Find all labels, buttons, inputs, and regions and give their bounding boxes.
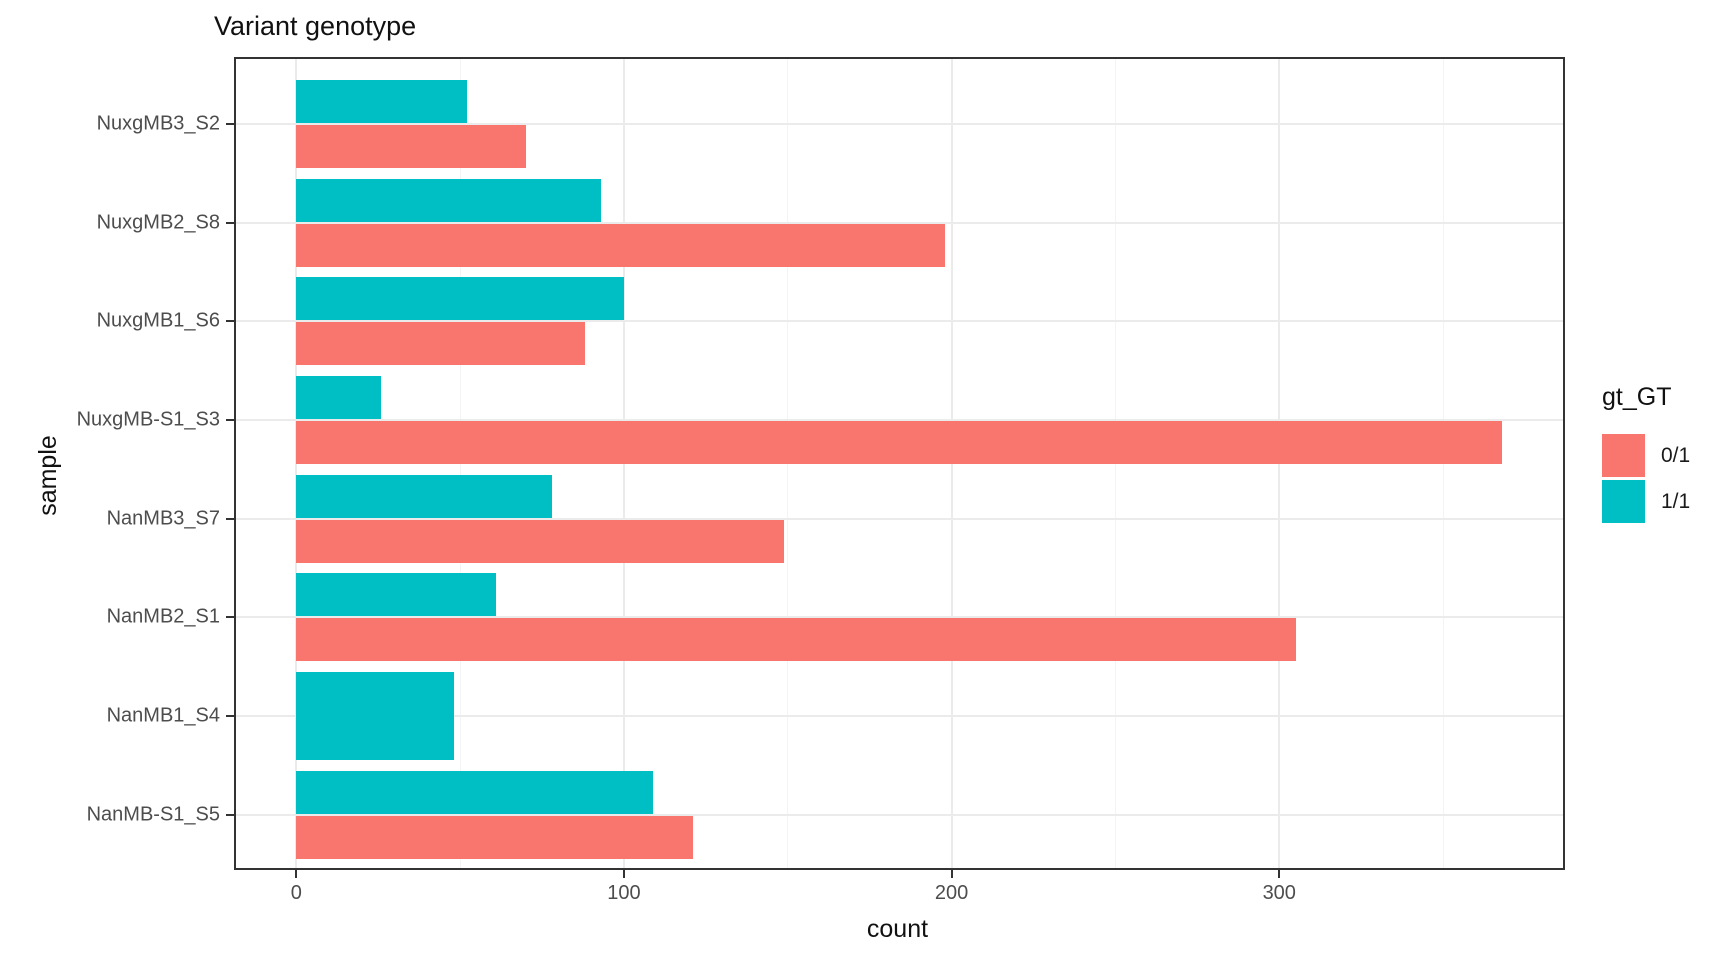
bar-1/1	[296, 376, 382, 419]
y-tick-label: NuxgMB1_S6	[96, 309, 220, 332]
bar-0/1	[296, 125, 526, 168]
x-tick-label: 0	[290, 882, 302, 904]
legend: gt_GT 0/1 1/1	[1602, 383, 1690, 526]
y-tick-mark	[226, 221, 234, 224]
bar-0/1	[296, 223, 946, 267]
x-tick-mark	[1278, 870, 1281, 878]
category-gridline	[236, 419, 1563, 421]
y-tick-mark	[226, 813, 234, 816]
legend-item: 0/1	[1602, 434, 1690, 477]
bar-0/1	[296, 421, 1503, 464]
legend-title: gt_GT	[1602, 383, 1672, 411]
bar-1/1	[296, 474, 552, 518]
x-tick-label: 200	[934, 882, 969, 904]
category-gridline	[236, 123, 1563, 125]
legend-label: 0/1	[1661, 443, 1691, 467]
y-tick-mark	[226, 616, 234, 619]
category-gridline	[236, 320, 1563, 323]
x-axis-title: count	[866, 915, 929, 943]
y-tick-mark	[226, 715, 234, 718]
legend-item: 1/1	[1602, 480, 1690, 523]
bar-1/1	[296, 672, 454, 761]
x-tick-mark	[950, 870, 953, 878]
x-tick-label: 100	[607, 882, 641, 904]
y-axis-title: sample	[33, 435, 62, 516]
y-tick-mark	[226, 517, 234, 520]
y-tick-mark	[226, 320, 234, 323]
y-tick-label: NanMB1_S4	[106, 704, 220, 727]
x-tick-mark	[295, 870, 298, 878]
bar-1/1	[296, 573, 497, 617]
y-tick-mark	[226, 123, 234, 125]
x-tick-mark	[622, 870, 625, 878]
bar-1/1	[296, 80, 467, 123]
y-tick-mark	[226, 419, 234, 421]
y-tick-label: NanMB2_S1	[106, 605, 220, 628]
category-gridline	[236, 221, 1563, 224]
category-gridline	[236, 715, 1563, 718]
legend-key-1/1	[1602, 480, 1645, 523]
legend-items: 0/1 1/1	[1602, 434, 1690, 523]
x-tick-label: 300	[1262, 882, 1296, 904]
legend-key-0/1	[1602, 434, 1645, 477]
bar-1/1	[296, 277, 624, 321]
bar-0/1	[296, 618, 1296, 662]
bar-1/1	[296, 770, 654, 814]
bar-0/1	[296, 815, 693, 859]
y-tick-label: NuxgMB-S1_S3	[76, 408, 220, 431]
y-tick-label: NuxgMB3_S2	[96, 112, 220, 135]
bar-0/1	[296, 322, 585, 366]
category-gridline	[236, 517, 1563, 520]
legend-label: 1/1	[1661, 489, 1691, 513]
bar-0/1	[296, 519, 785, 563]
bar-1/1	[296, 178, 601, 222]
y-tick-label: NanMB-S1_S5	[86, 803, 220, 826]
category-gridline	[236, 813, 1563, 816]
chart-title: Variant genotype	[214, 11, 417, 41]
plot-panel	[234, 57, 1565, 870]
y-tick-label: NuxgMB2_S8	[96, 211, 220, 234]
category-gridline	[236, 616, 1563, 619]
y-tick-label: NanMB3_S7	[106, 507, 220, 530]
